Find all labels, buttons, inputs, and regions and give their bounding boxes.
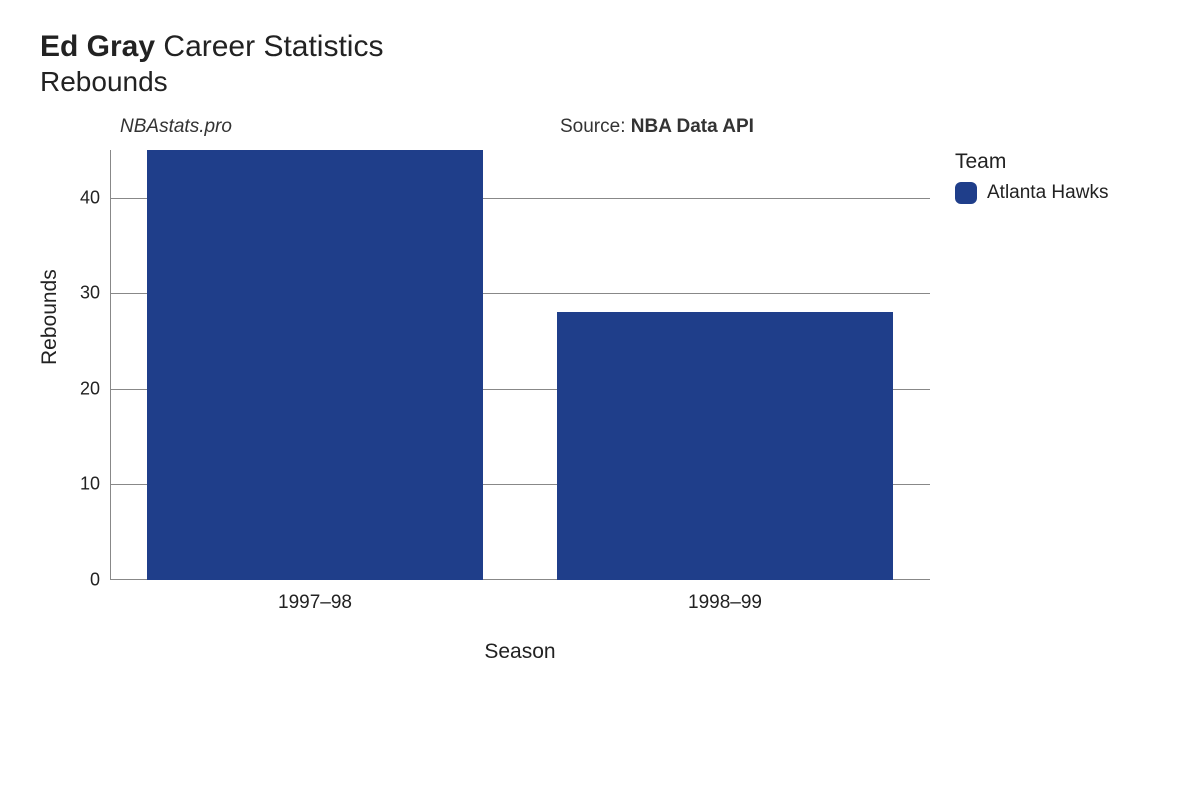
y-tick-label: 30 xyxy=(80,283,100,304)
bar xyxy=(147,150,483,580)
y-tick-label: 0 xyxy=(90,570,100,591)
legend-title: Team xyxy=(955,150,1108,174)
legend: Team Atlanta Hawks xyxy=(955,150,1108,204)
legend-item: Atlanta Hawks xyxy=(955,182,1108,204)
plot-area: 0102030401997–981998–99 xyxy=(110,150,930,580)
y-tick-label: 10 xyxy=(80,474,100,495)
title-suffix: Career Statistics xyxy=(163,30,383,63)
chart-title: Ed Gray Career Statistics Rebounds xyxy=(40,30,1160,98)
x-axis-title: Season xyxy=(110,640,930,664)
source-prefix: Source: xyxy=(560,116,631,137)
title-player: Ed Gray xyxy=(40,30,155,63)
legend-swatch xyxy=(955,182,977,204)
y-tick-label: 40 xyxy=(80,187,100,208)
x-tick-label: 1997–98 xyxy=(278,592,352,614)
legend-label: Atlanta Hawks xyxy=(987,182,1108,204)
bar xyxy=(557,312,893,580)
chart: Rebounds 0102030401997–981998–99 Season … xyxy=(40,150,1160,710)
y-tick-label: 20 xyxy=(80,378,100,399)
source-name: NBA Data API xyxy=(631,116,754,137)
x-tick-label: 1998–99 xyxy=(688,592,762,614)
watermark-text: NBAstats.pro xyxy=(120,116,232,138)
title-metric: Rebounds xyxy=(40,66,1160,98)
y-axis-line xyxy=(110,150,111,580)
y-axis-title: Rebounds xyxy=(38,269,62,365)
source-text: Source: NBA Data API xyxy=(560,116,754,138)
